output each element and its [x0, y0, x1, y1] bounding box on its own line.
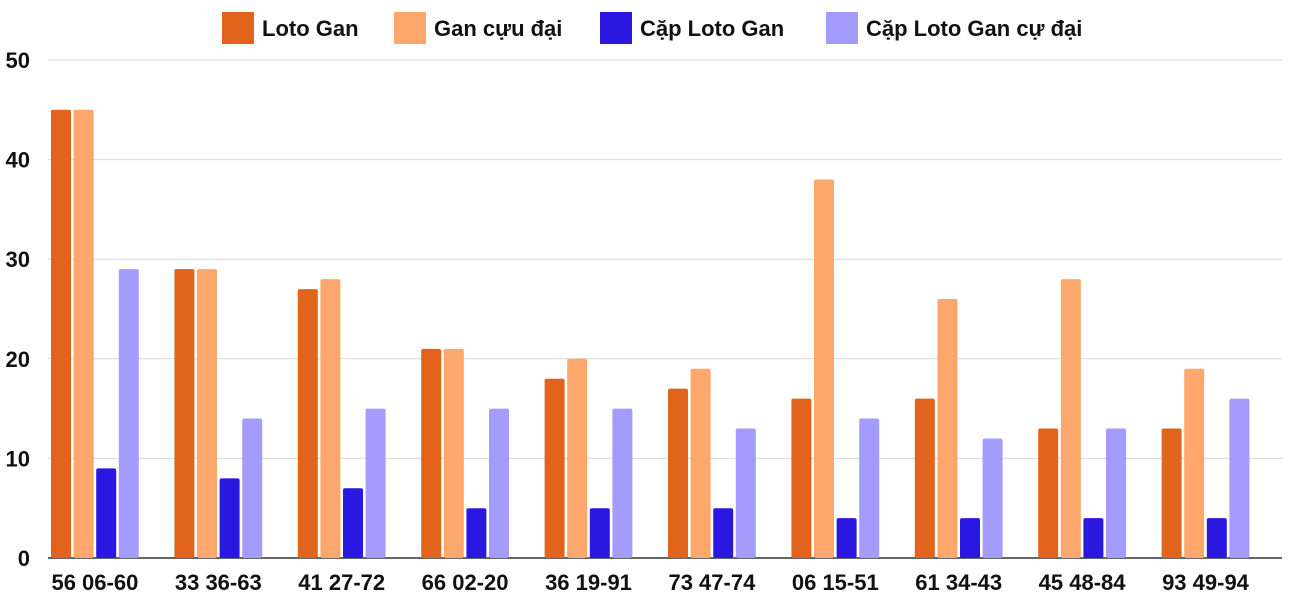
bar-gan-cuu-dai[interactable]	[1060, 279, 1081, 558]
bar-cap-loto-gan[interactable]	[836, 518, 857, 558]
x-tick-label: 36 19-91	[545, 570, 632, 595]
y-axis-ticks: 0 10 20 30 40 50	[6, 48, 30, 571]
bar-cap-loto-gan[interactable]	[466, 508, 487, 558]
bar-gan-cuu-dai[interactable]	[443, 348, 464, 558]
x-tick-label: 93 49-94	[1162, 570, 1250, 595]
bar-cap-loto-gan-cu-dai[interactable]	[1229, 398, 1250, 558]
bar-cap-loto-gan[interactable]	[960, 518, 980, 558]
x-tick-label: 73 47-74	[668, 570, 756, 595]
bar-gan-cuu-dai[interactable]	[197, 269, 217, 558]
bar-cap-loto-gan-cu-dai[interactable]	[1106, 428, 1126, 558]
bar-cap-loto-gan[interactable]	[1206, 518, 1227, 558]
x-tick-label: 06 15-51	[792, 570, 879, 595]
bar-cap-loto-gan-cu-dai[interactable]	[612, 408, 633, 558]
bar-cap-loto-gan[interactable]	[343, 488, 363, 558]
bar-cap-loto-gan[interactable]	[1083, 518, 1104, 558]
bar-cap-loto-gan-cu-dai[interactable]	[118, 269, 139, 558]
x-tick-label: 61 34-43	[915, 570, 1002, 595]
legend[interactable]: Loto Gan Gan cựu đại Cặp Loto Gan Cặp Loto …	[222, 12, 1082, 44]
y-tick-label: 50	[6, 48, 30, 73]
bar-cap-loto-gan-cu-dai[interactable]	[982, 438, 1003, 558]
legend-label: Loto Gan	[262, 16, 359, 41]
legend-item[interactable]: Loto Gan	[222, 12, 359, 44]
bar-loto-gan[interactable]	[544, 378, 565, 558]
x-tick-label: 45 48-84	[1039, 570, 1127, 595]
y-tick-label: 0	[18, 546, 30, 571]
x-tick-label: 56 06-60	[51, 570, 138, 595]
legend-swatch	[222, 12, 254, 44]
legend-swatch	[826, 12, 858, 44]
bar-gan-cuu-dai[interactable]	[937, 299, 958, 558]
bar-cap-loto-gan[interactable]	[589, 508, 610, 558]
bar-cap-loto-gan-cu-dai[interactable]	[489, 408, 509, 558]
legend-label: Gan cựu đại	[434, 16, 562, 41]
bar-loto-gan[interactable]	[297, 289, 318, 558]
bar-cap-loto-gan-cu-dai[interactable]	[365, 408, 386, 558]
bar-cap-loto-gan[interactable]	[219, 478, 240, 558]
bar-cap-loto-gan[interactable]	[713, 508, 734, 558]
legend-item[interactable]: Cặp Loto Gan	[600, 12, 784, 44]
bar-cap-loto-gan-cu-dai[interactable]	[242, 418, 263, 558]
legend-label: Cặp Loto Gan cự đại	[866, 16, 1082, 41]
bar-gan-cuu-dai[interactable]	[1184, 368, 1205, 558]
bar-loto-gan[interactable]	[668, 388, 688, 558]
bar-cap-loto-gan[interactable]	[96, 468, 117, 558]
bar-loto-gan[interactable]	[1161, 428, 1182, 558]
bar-gan-cuu-dai[interactable]	[567, 358, 588, 558]
legend-swatch	[600, 12, 632, 44]
bar-loto-gan[interactable]	[914, 398, 935, 558]
x-tick-label: 41 27-72	[298, 570, 385, 595]
bar-gan-cuu-dai[interactable]	[814, 179, 834, 558]
legend-label: Cặp Loto Gan	[640, 16, 784, 41]
bars	[51, 109, 1250, 559]
bar-loto-gan[interactable]	[791, 398, 812, 558]
x-axis-ticks: 56 06-60 33 36-63 41 27-72 66 02-20 36 19-91…	[51, 570, 1249, 595]
y-tick-label: 30	[6, 247, 30, 272]
bar-loto-gan[interactable]	[1038, 428, 1059, 558]
y-tick-label: 40	[6, 148, 30, 173]
bar-gan-cuu-dai[interactable]	[690, 368, 711, 558]
bar-loto-gan[interactable]	[421, 348, 442, 558]
y-tick-label: 10	[6, 446, 30, 471]
bar-cap-loto-gan-cu-dai[interactable]	[859, 418, 880, 558]
bar-loto-gan[interactable]	[51, 109, 71, 559]
bar-gan-cuu-dai[interactable]	[320, 279, 341, 558]
x-tick-label: 33 36-63	[175, 570, 262, 595]
x-tick-label: 66 02-20	[422, 570, 509, 595]
legend-swatch	[394, 12, 426, 44]
bar-loto-gan[interactable]	[174, 269, 195, 558]
y-tick-label: 20	[6, 347, 30, 372]
legend-item[interactable]: Cặp Loto Gan cự đại	[826, 12, 1082, 44]
bar-gan-cuu-dai[interactable]	[73, 109, 94, 559]
bar-cap-loto-gan-cu-dai[interactable]	[735, 428, 756, 558]
legend-item[interactable]: Gan cựu đại	[394, 12, 562, 44]
